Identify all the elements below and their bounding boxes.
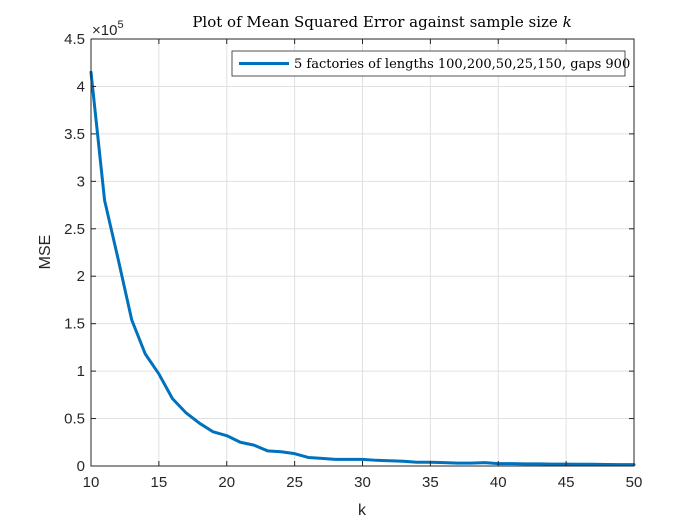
legend: 5 factories of lengths 100,200,50,25,150… (231, 50, 630, 77)
tick-marks (90, 38, 635, 467)
y-tick-label: 0.5 (64, 411, 85, 428)
legend-box (231, 50, 626, 77)
x-tick-label: 20 (218, 474, 235, 491)
y-tick-label: 3 (77, 173, 85, 190)
legend-entry: 5 factories of lengths 100,200,50,25,150… (294, 57, 630, 72)
y-tick-label: 4.5 (64, 31, 85, 48)
x-axis-label: k (358, 502, 367, 519)
chart-title: Plot of Mean Squared Error against sampl… (192, 13, 571, 31)
y-tick-label: 2 (77, 268, 85, 285)
x-tick-label: 45 (558, 474, 575, 491)
y-tick-label: 3.5 (64, 126, 85, 143)
series-group (89, 70, 636, 467)
x-tick-label: 40 (490, 474, 507, 491)
x-tick-label: 30 (354, 474, 371, 491)
x-tick-label: 25 (286, 474, 303, 491)
y-tick-label: 2.5 (64, 221, 85, 238)
y-tick-label: 0 (77, 458, 85, 475)
grid-lines (91, 39, 634, 466)
series-line (89, 70, 636, 467)
tick-labels: 10 15 20 25 30 35 40 45 50 0 0.5 1 1.5 2 2.5 3 3.5 4 4.5 (64, 31, 642, 491)
x-tick-label: 10 (83, 474, 100, 491)
y-tick-label: 1 (77, 363, 85, 380)
x-tick-label: 50 (626, 474, 643, 491)
y-scale-multiplier: ×105 (92, 19, 124, 39)
x-tick-label: 35 (422, 474, 439, 491)
y-axis-label: MSE (37, 235, 54, 270)
x-tick-label: 15 (151, 474, 168, 491)
y-tick-label: 4 (77, 78, 85, 95)
y-tick-label: 1.5 (64, 316, 85, 333)
